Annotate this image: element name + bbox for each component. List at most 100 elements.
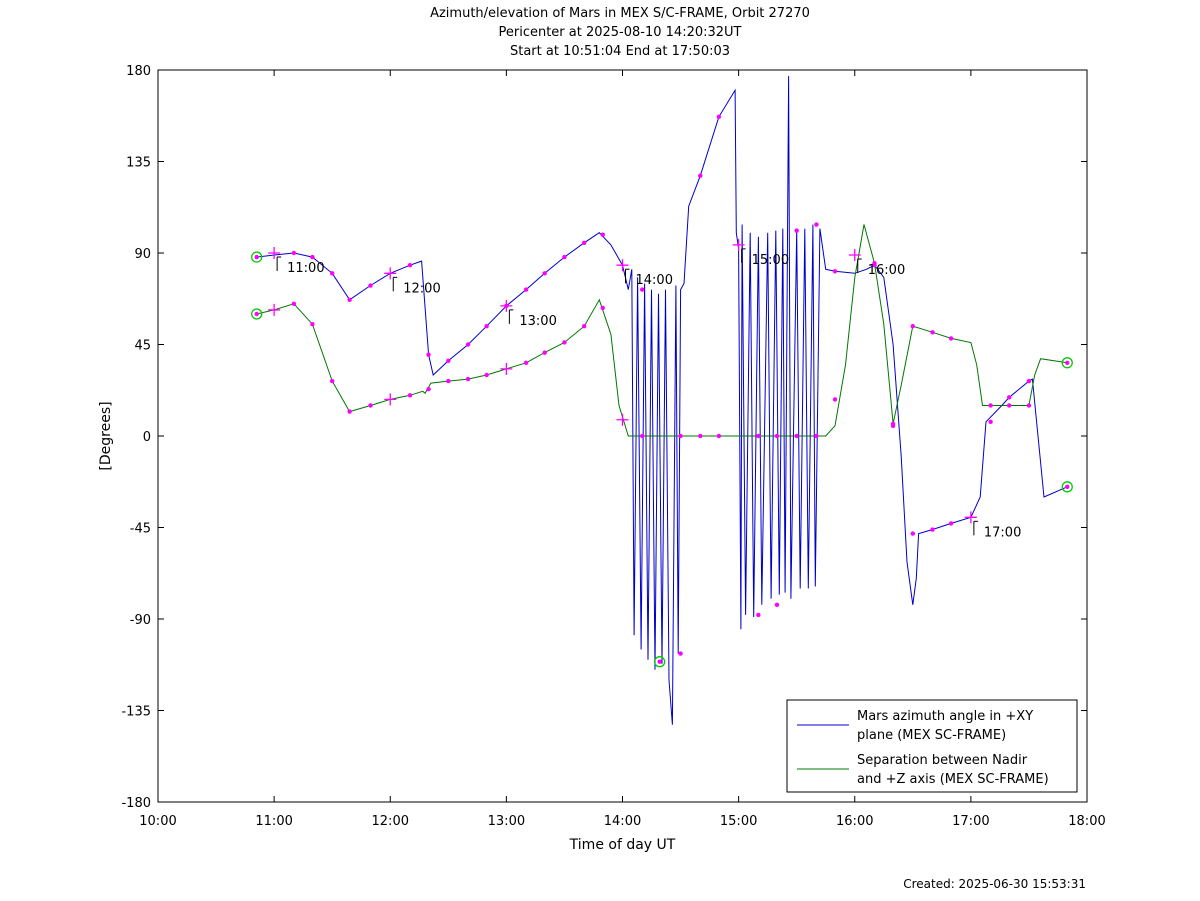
data-marker	[678, 651, 683, 656]
data-marker	[446, 358, 451, 363]
data-marker	[291, 301, 297, 307]
data-marker	[716, 433, 722, 439]
data-marker	[794, 433, 799, 439]
legend: Mars azimuth angle in +XY plane (MEX SC-F…	[786, 699, 1078, 793]
hour-cross-marker	[268, 247, 281, 259]
hour-annotation-label: 13:00	[519, 314, 556, 329]
data-marker	[988, 419, 993, 424]
series-line-1	[256, 224, 1068, 437]
legend-entry-label: plane (MEX SC-FRAME)	[857, 728, 1006, 743]
data-marker	[329, 271, 335, 276]
x-tick-label: 11:00	[255, 814, 292, 829]
endpoint-circle	[654, 656, 666, 668]
x-axis-label: Time of day UT	[569, 837, 676, 853]
x-tick-label: 13:00	[488, 814, 525, 829]
y-tick-label: -90	[130, 613, 151, 628]
data-marker	[832, 397, 838, 402]
data-marker	[1006, 403, 1012, 408]
chart-subtitle-range: Start at 10:51:04 End at 17:50:03	[509, 44, 731, 59]
data-marker	[562, 340, 567, 345]
hour-annotations: 11:00 12:00 13:00 14:00 15:00 16:00 17:00	[276, 248, 1021, 540]
data-marker	[523, 360, 529, 365]
created-timestamp: Created: 2025-06-30 15:53:31	[903, 877, 1086, 891]
y-axis-label: [Degrees]	[98, 401, 114, 470]
data-marker	[814, 222, 819, 227]
data-marker	[948, 521, 954, 526]
y-tick-label: -135	[121, 705, 151, 720]
data-marker	[716, 114, 722, 119]
x-tick-label: 12:00	[372, 814, 409, 829]
data-marker	[930, 330, 935, 335]
tick-labels: 10:00 11:00 12:00 13:00 14:00 15:00 16:00 17:00…	[121, 64, 1105, 829]
hour-cross-marker	[500, 362, 513, 375]
endpoint-circle	[251, 251, 263, 263]
data-marker	[910, 324, 916, 329]
data-marker	[890, 421, 896, 426]
data-marker	[794, 228, 799, 233]
y-tick-label: -180	[121, 796, 151, 811]
hour-cross-marker	[616, 413, 629, 426]
x-tick-label: 16:00	[836, 814, 873, 829]
data-marker	[988, 403, 993, 408]
hour-annotation-label: 11:00	[287, 261, 324, 276]
axis-ticks	[157, 69, 1088, 803]
hour-cross-marker	[500, 299, 513, 312]
data-marker	[600, 232, 605, 237]
chart-title-block: Azimuth/elevation of Mars in MEX S/C-FRA…	[0, 4, 1200, 61]
data-marker	[523, 287, 529, 292]
data-marker	[291, 250, 297, 256]
endpoint-circle	[251, 308, 263, 320]
endpoint-marker	[1065, 360, 1070, 365]
endpoint-circle	[1061, 357, 1073, 369]
data-marker	[465, 342, 471, 347]
data-marker	[542, 271, 547, 276]
data-marker	[465, 376, 471, 382]
data-marker	[910, 531, 916, 536]
data-marker	[542, 350, 547, 355]
data-marker	[872, 260, 877, 266]
y-tick-label: 0	[143, 430, 151, 445]
x-tick-label: 15:00	[720, 814, 757, 829]
hour-cross-marker	[732, 238, 745, 251]
data-marker	[756, 433, 761, 439]
series-line-0	[256, 76, 1068, 725]
data-marker	[640, 287, 645, 292]
x-tick-label: 14:00	[604, 814, 641, 829]
data-marker	[832, 269, 838, 274]
y-tick-label: 90	[134, 247, 151, 262]
legend-entry-label: Mars azimuth angle in +XY	[857, 709, 1033, 724]
plot-frame	[157, 69, 1088, 803]
data-marker	[814, 433, 819, 439]
data-marker	[310, 321, 315, 327]
y-tick-label: 45	[134, 339, 151, 354]
data-marker	[678, 433, 683, 439]
legend-entry-label: and +Z axis (MEX SC-FRAME)	[857, 772, 1049, 787]
hour-annotation-label: 17:00	[984, 525, 1021, 540]
hour-annotation-label: 14:00	[636, 273, 673, 288]
hour-cross-marker	[268, 303, 281, 316]
y-tick-label: -45	[130, 522, 151, 537]
data-marker	[581, 240, 587, 246]
endpoint-marker	[657, 659, 662, 664]
data-marker	[930, 527, 935, 532]
data-marker	[368, 403, 373, 408]
x-tick-label: 17:00	[952, 814, 989, 829]
data-marker	[484, 324, 489, 329]
data-marker	[368, 283, 373, 288]
x-tick-label: 10:00	[139, 814, 176, 829]
data-marker	[698, 433, 703, 439]
y-tick-label: 180	[126, 64, 151, 79]
chart-subtitle-pericenter: Pericenter at 2025-08-10 14:20:32UT	[498, 25, 742, 40]
data-marker	[446, 378, 451, 384]
data-marker	[1026, 378, 1032, 384]
endpoint-circle	[1061, 481, 1073, 493]
data-marker	[407, 393, 413, 398]
data-marker	[426, 387, 431, 392]
data-marker	[426, 352, 431, 357]
hour-annotation-label: 15:00	[752, 253, 789, 268]
data-marker	[774, 433, 780, 439]
data-marker	[484, 372, 489, 378]
data-marker	[347, 297, 352, 302]
data-marker	[329, 378, 335, 384]
